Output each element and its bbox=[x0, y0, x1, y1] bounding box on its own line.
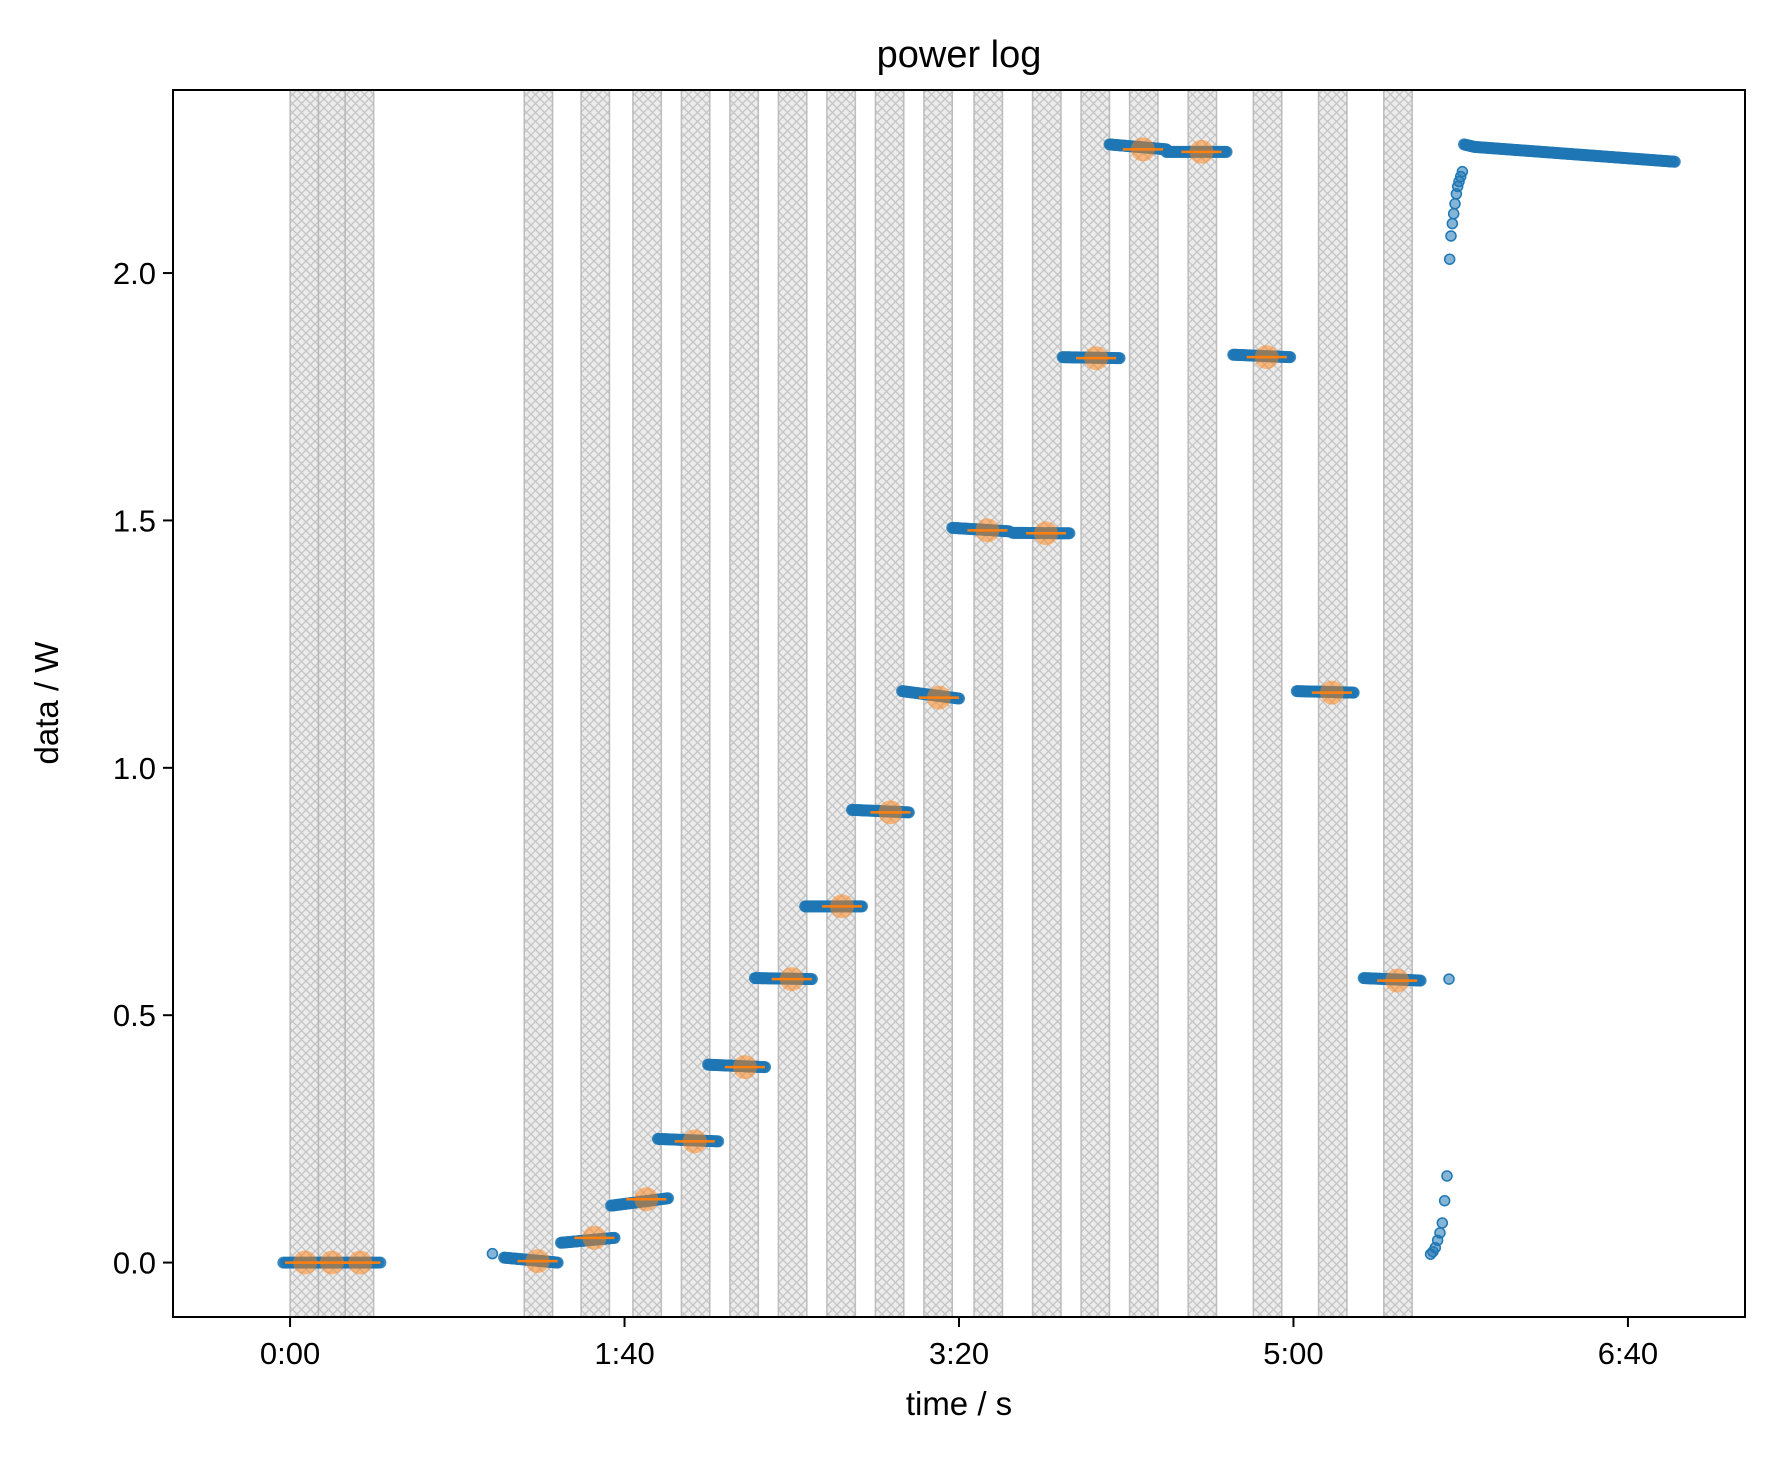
data-series-means bbox=[285, 137, 1418, 1275]
x-tick-label: 1:40 bbox=[594, 1336, 654, 1371]
data-point bbox=[1113, 352, 1126, 365]
shaded-band bbox=[1128, 90, 1159, 1317]
mean-point bbox=[582, 1225, 607, 1250]
mean-marker bbox=[724, 1055, 766, 1080]
mean-marker bbox=[674, 1129, 715, 1154]
mean-point bbox=[829, 894, 854, 919]
x-axis-label: time / s bbox=[906, 1385, 1012, 1422]
data-point bbox=[1443, 973, 1455, 985]
shaded-band bbox=[1252, 90, 1283, 1317]
mean-point bbox=[1130, 137, 1155, 162]
shaded-band bbox=[289, 90, 320, 1317]
mean-point bbox=[682, 1129, 707, 1154]
data-point bbox=[1446, 217, 1459, 230]
tail-segment bbox=[1458, 138, 1681, 168]
mean-marker bbox=[918, 685, 959, 710]
y-axis-label: data / W bbox=[28, 641, 65, 765]
data-point bbox=[1414, 974, 1427, 987]
mean-marker bbox=[340, 1250, 381, 1275]
mean-point bbox=[926, 685, 951, 710]
mean-point bbox=[779, 967, 804, 992]
mean-marker bbox=[1181, 139, 1222, 164]
mean-point bbox=[1385, 968, 1410, 993]
x-tick-label: 5:00 bbox=[1263, 1336, 1323, 1371]
data-point bbox=[551, 1256, 564, 1269]
y-tick-label: 2.0 bbox=[113, 256, 156, 291]
y-tick-label: 0.5 bbox=[113, 998, 156, 1033]
shaded-band bbox=[826, 90, 857, 1317]
data-point bbox=[1220, 145, 1233, 158]
mean-marker bbox=[574, 1225, 615, 1250]
data-point bbox=[1456, 165, 1469, 178]
mean-marker bbox=[870, 800, 911, 825]
mean-marker bbox=[1246, 345, 1287, 370]
data-point bbox=[712, 1135, 725, 1148]
mean-point bbox=[1084, 346, 1109, 371]
shaded-band bbox=[1383, 90, 1413, 1317]
x-axis: 0:00 1:40 3:20 5:00 6:40 bbox=[260, 1317, 1658, 1371]
shaded-bands bbox=[289, 90, 1413, 1317]
mean-point bbox=[1254, 345, 1279, 370]
data-point bbox=[1447, 207, 1460, 220]
shaded-band bbox=[680, 90, 711, 1317]
shaded-band bbox=[523, 90, 554, 1317]
x-tick-label: 6:40 bbox=[1598, 1336, 1658, 1371]
chart-title: power log bbox=[877, 34, 1042, 76]
data-point bbox=[1063, 527, 1076, 540]
data-point bbox=[1436, 1217, 1449, 1229]
data-point bbox=[1438, 1194, 1451, 1207]
mean-marker bbox=[1076, 346, 1117, 371]
x-tick-label: 0:00 bbox=[260, 1336, 320, 1371]
mean-marker bbox=[771, 967, 812, 992]
data-point bbox=[1441, 1170, 1453, 1182]
mean-marker bbox=[626, 1187, 667, 1212]
mean-marker bbox=[1025, 521, 1067, 546]
shaded-band bbox=[729, 90, 760, 1317]
mean-point bbox=[634, 1187, 659, 1212]
mean-marker bbox=[517, 1249, 558, 1274]
mean-marker bbox=[1311, 680, 1352, 705]
shaded-band bbox=[874, 90, 905, 1317]
data-point bbox=[1449, 198, 1461, 210]
data-point bbox=[1347, 686, 1360, 699]
shaded-band bbox=[632, 90, 663, 1317]
shaded-band bbox=[344, 90, 375, 1317]
shaded-band bbox=[1031, 90, 1062, 1317]
data-point bbox=[1668, 155, 1681, 168]
data-point bbox=[1445, 230, 1457, 242]
y-axis: 0.0 0.5 1.0 1.5 2.0 bbox=[113, 256, 173, 1281]
mean-marker bbox=[1377, 968, 1418, 993]
mean-point bbox=[348, 1250, 373, 1275]
mean-point bbox=[319, 1250, 344, 1275]
data-point bbox=[1284, 351, 1297, 364]
mean-point bbox=[525, 1249, 550, 1274]
data-point bbox=[662, 1192, 675, 1205]
data-point bbox=[486, 1247, 499, 1260]
data-point bbox=[1434, 1227, 1446, 1239]
mean-marker bbox=[967, 518, 1008, 543]
shaded-band bbox=[1080, 90, 1111, 1317]
y-tick-label: 1.5 bbox=[113, 503, 156, 538]
mean-point bbox=[878, 800, 903, 825]
mean-point bbox=[1319, 680, 1344, 705]
mean-point bbox=[732, 1055, 757, 1080]
mean-marker bbox=[1122, 137, 1164, 162]
x-tick-label: 3:20 bbox=[929, 1336, 989, 1371]
shaded-band bbox=[1187, 90, 1218, 1317]
shaded-band bbox=[973, 90, 1004, 1317]
mean-marker bbox=[821, 894, 863, 919]
shaded-band bbox=[777, 90, 808, 1317]
mean-point bbox=[293, 1250, 318, 1275]
data-series-isolated bbox=[486, 165, 1469, 1260]
y-tick-label: 1.0 bbox=[113, 751, 156, 786]
mean-point bbox=[1189, 139, 1214, 164]
y-tick-label: 0.0 bbox=[113, 1246, 156, 1281]
data-point bbox=[1443, 253, 1456, 265]
shaded-band bbox=[580, 90, 611, 1317]
shaded-band bbox=[317, 90, 347, 1317]
mean-point bbox=[975, 518, 1000, 543]
mean-point bbox=[1033, 521, 1058, 546]
